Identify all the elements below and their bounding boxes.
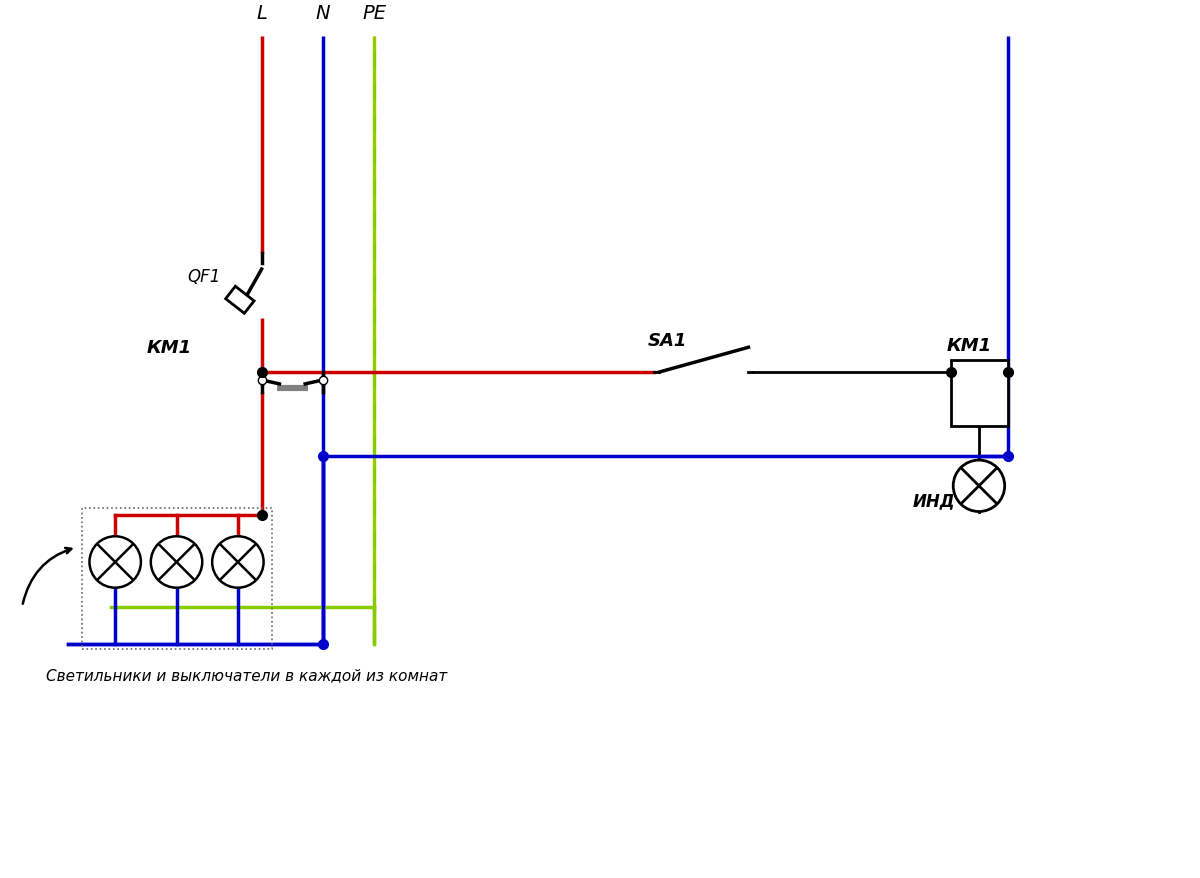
Text: КМ1: КМ1	[146, 339, 192, 356]
Text: Светильники и выключатели в каждой из комнат: Светильники и выключатели в каждой из ко…	[46, 667, 448, 682]
Text: QF1: QF1	[187, 268, 221, 285]
Circle shape	[212, 536, 264, 588]
Circle shape	[953, 461, 1004, 512]
Text: L: L	[256, 4, 268, 23]
Circle shape	[151, 536, 203, 588]
Text: N: N	[316, 4, 330, 23]
Polygon shape	[226, 287, 254, 314]
Text: SA1: SA1	[648, 332, 686, 350]
Bar	[82, 508, 271, 650]
Text: PE: PE	[362, 4, 386, 23]
Text: ИНД: ИНД	[913, 492, 955, 510]
Bar	[952, 361, 1008, 427]
Circle shape	[90, 536, 140, 588]
Text: КМ1: КМ1	[947, 337, 991, 355]
